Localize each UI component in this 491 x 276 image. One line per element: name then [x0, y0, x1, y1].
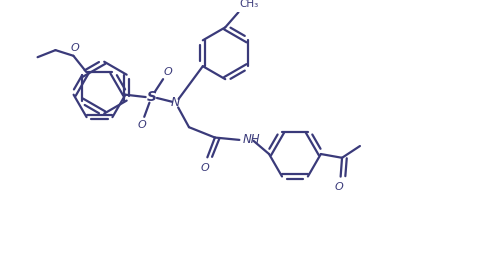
Text: S: S [146, 90, 156, 104]
Text: O: O [71, 43, 80, 53]
Text: O: O [164, 67, 173, 77]
Text: NH: NH [243, 133, 261, 146]
Text: O: O [138, 120, 147, 130]
Text: N: N [171, 96, 181, 109]
Text: O: O [334, 182, 343, 192]
Text: O: O [200, 163, 209, 173]
Text: CH₃: CH₃ [240, 0, 259, 9]
